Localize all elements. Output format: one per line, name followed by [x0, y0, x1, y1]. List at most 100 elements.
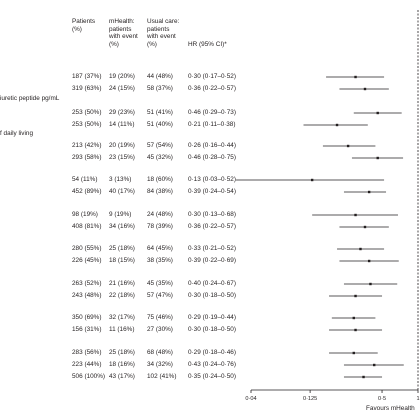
cell-usual-care: 18 (60%): [147, 176, 173, 183]
cell-hr: 0·35 (0·24–0·50): [188, 373, 236, 380]
cell-hr: 0·36 (0·22–0·57): [188, 85, 236, 92]
hr-point: [367, 259, 371, 263]
cell-patients: 263 (52%): [72, 280, 102, 287]
x-tick-label: 0·04: [245, 396, 256, 402]
cell-hr: 0·39 (0·24–0·54): [188, 188, 236, 195]
header-usual-line: Usual care:: [147, 18, 180, 25]
header-mhealth-line: mHealth:: [109, 18, 135, 25]
cell-hr: 0·26 (0·16–0·44): [188, 142, 236, 149]
cell-hr: 0·29 (0·18–0·46): [188, 349, 236, 356]
cell-mhealth: 32 (17%): [109, 314, 135, 321]
header-mhealth-line: patients: [109, 25, 132, 33]
cell-usual-care: 68 (48%): [147, 349, 173, 356]
section-label: f daily living: [0, 130, 34, 137]
hr-point: [363, 87, 367, 91]
cell-mhealth: 20 (19%): [109, 142, 135, 149]
header-usual-care: Usual care: patients with event (%): [147, 18, 179, 48]
cell-patients: 506 (100%): [72, 373, 106, 380]
cell-usual-care: 58 (37%): [147, 85, 173, 92]
cell-usual-care: 34 (32%): [147, 361, 173, 368]
header-mhealth-line: with event: [109, 33, 138, 41]
cell-usual-care: 45 (32%): [147, 154, 173, 161]
cell-mhealth: 19 (20%): [109, 73, 135, 80]
cell-mhealth: 25 (18%): [109, 245, 135, 252]
cell-mhealth: 29 (23%): [109, 109, 135, 116]
cell-usual-care: 38 (35%): [147, 257, 173, 264]
cell-hr: 0·46 (0·28–0·75): [188, 154, 236, 161]
cell-mhealth: 11 (16%): [109, 326, 135, 333]
hr-point: [376, 111, 379, 115]
cell-mhealth: 18 (16%): [109, 361, 135, 368]
section-label: iuretic peptide pg/mL: [0, 95, 60, 102]
hr-point: [335, 123, 339, 127]
cell-usual-care: 44 (48%): [147, 73, 173, 80]
cell-mhealth: 24 (15%): [109, 85, 135, 92]
cell-usual-care: 51 (41%): [147, 109, 173, 116]
hr-point: [367, 190, 371, 194]
hr-point: [346, 144, 350, 148]
cell-hr: 0·46 (0·29–0·73): [188, 109, 236, 116]
cell-patients: 280 (55%): [72, 245, 102, 252]
cell-hr: 0·33 (0·21–0·52): [188, 245, 236, 252]
header-usual-line: with event: [147, 33, 176, 41]
hr-point: [359, 247, 362, 251]
cell-mhealth: 14 (11%): [109, 121, 135, 128]
header-usual-line: patients: [147, 25, 170, 33]
cell-hr: 0·36 (0·22–0·57): [188, 223, 236, 230]
hr-point: [376, 156, 379, 160]
header-mhealth: mHealth: patients with event (%): [109, 18, 138, 48]
header-patients: Patients (%): [72, 18, 95, 33]
cell-patients: 253 (50%): [72, 121, 102, 128]
x-tick-label: 1: [416, 396, 419, 402]
cell-usual-care: 24 (48%): [147, 211, 173, 218]
hr-point: [354, 213, 357, 217]
cell-mhealth: 18 (15%): [109, 257, 135, 264]
cell-patients: 452 (89%): [72, 188, 102, 195]
cell-usual-care: 51 (40%): [147, 121, 173, 128]
cell-patients: 54 (11%): [72, 176, 98, 183]
cell-patients: 213 (42%): [72, 142, 102, 149]
cell-hr: 0·30 (0·18–0·50): [188, 292, 236, 299]
header-patients-line: Patients: [72, 18, 96, 25]
cell-mhealth: 25 (18%): [109, 349, 135, 356]
hr-point: [363, 225, 367, 229]
hr-point: [310, 178, 314, 182]
header-patients-line: (%): [72, 25, 82, 33]
cell-usual-care: 57 (47%): [147, 292, 173, 299]
hr-point: [362, 375, 365, 379]
cell-mhealth: 34 (16%): [109, 223, 135, 230]
header-hr: HR (95% CI)*: [188, 41, 227, 48]
cell-hr: 0·30 (0·18–0·50): [188, 326, 236, 333]
hr-point: [354, 75, 357, 79]
cell-usual-care: 75 (46%): [147, 314, 173, 321]
cell-mhealth: 23 (15%): [109, 154, 135, 161]
cell-usual-care: 45 (35%): [147, 280, 173, 287]
cell-patients: 226 (45%): [72, 257, 102, 264]
cell-patients: 283 (56%): [72, 349, 102, 356]
cell-patients: 319 (63%): [72, 85, 102, 92]
cell-patients: 223 (44%): [72, 361, 102, 368]
hr-point: [369, 282, 372, 286]
cell-mhealth: 3 (13%): [109, 176, 132, 183]
cell-usual-care: 84 (38%): [147, 188, 173, 195]
cell-mhealth: 21 (16%): [109, 280, 135, 287]
hr-point: [352, 316, 355, 320]
cell-usual-care: 102 (41%): [147, 373, 177, 380]
cell-mhealth: 43 (17%): [109, 373, 135, 380]
cell-patients: 156 (31%): [72, 326, 102, 333]
cell-hr: 0·39 (0·22–0·69): [188, 257, 236, 264]
cell-patients: 243 (48%): [72, 292, 102, 299]
x-tick-label: 0·5: [378, 396, 386, 402]
hr-point: [352, 351, 355, 355]
cell-hr: 0·43 (0·24–0·76): [188, 361, 236, 368]
cell-hr: 0·40 (0·24–0·67): [188, 280, 236, 287]
cell-usual-care: 78 (39%): [147, 223, 173, 230]
x-tick-label: 0·125: [303, 396, 317, 402]
cell-patients: 253 (50%): [72, 109, 102, 116]
hr-point: [373, 363, 376, 367]
cell-usual-care: 27 (30%): [147, 326, 173, 333]
cell-patients: 98 (19%): [72, 211, 98, 218]
cell-hr: 0·30 (0·17–0·52): [188, 73, 236, 80]
header-mhealth-line: (%): [109, 40, 119, 48]
hr-point: [354, 328, 357, 332]
